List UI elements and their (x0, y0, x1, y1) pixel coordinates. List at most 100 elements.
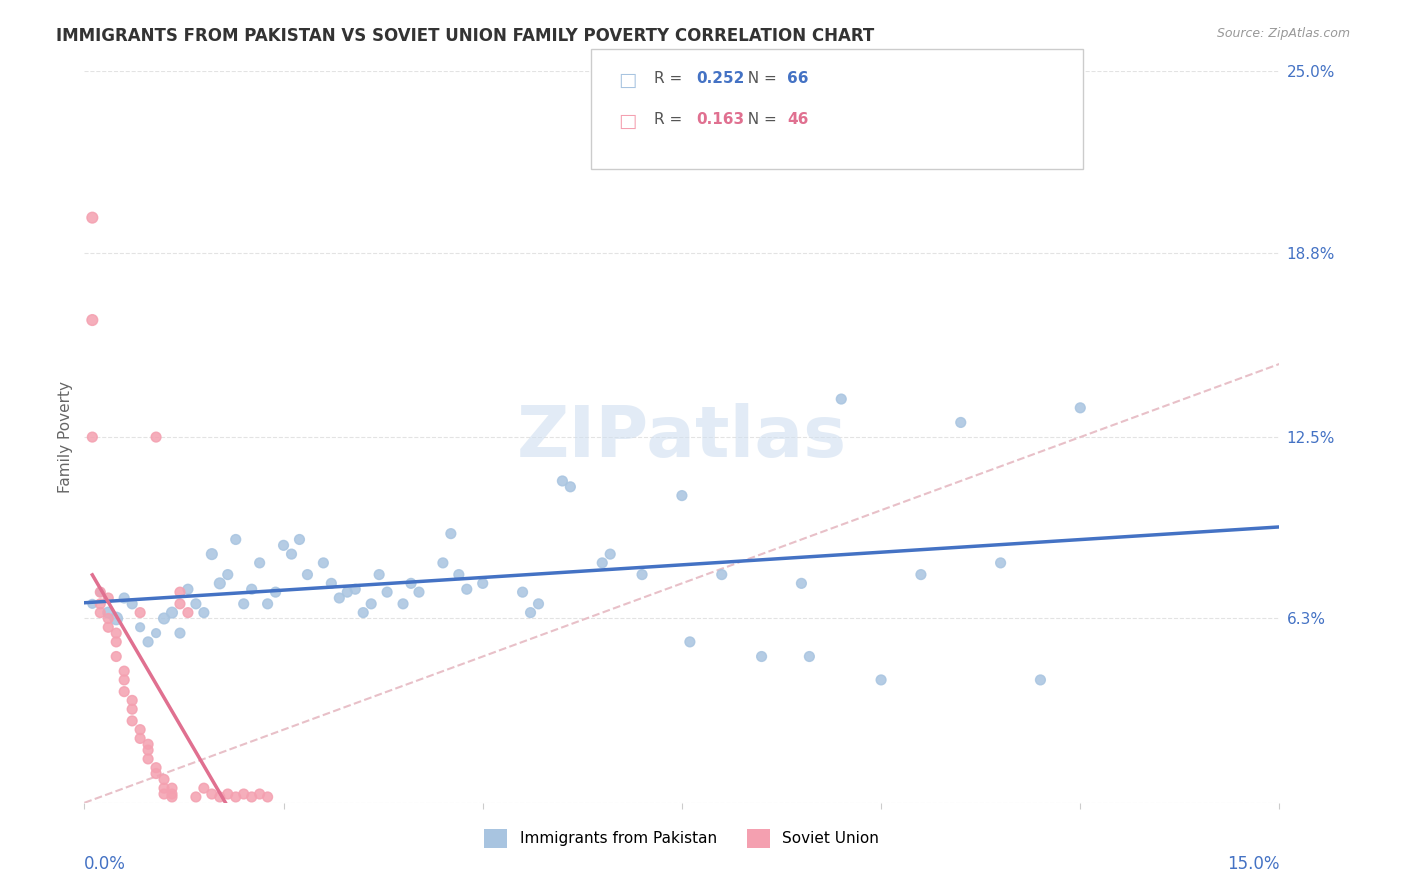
Point (208, 789, 231, 804)
Point (432, 556, 454, 570)
Point (240, 789, 263, 804)
Point (1029, 673, 1052, 687)
Point (471, 576, 494, 591)
Point (256, 789, 278, 804)
Text: 46: 46 (787, 112, 808, 127)
Text: □: □ (619, 112, 637, 130)
Point (169, 626, 191, 640)
Point (169, 597, 191, 611)
Point (160, 789, 183, 804)
Point (368, 567, 391, 582)
Point (145, 761, 167, 775)
Text: □: □ (619, 71, 637, 90)
Point (232, 787, 254, 801)
Point (392, 597, 415, 611)
Point (225, 533, 247, 547)
Point (112, 591, 135, 605)
Point (297, 567, 319, 582)
Point (870, 673, 893, 687)
Point (679, 635, 702, 649)
Point (105, 635, 128, 649)
Point (97, 620, 120, 634)
Point (949, 416, 972, 430)
Text: N =: N = (738, 71, 782, 87)
Point (208, 576, 231, 591)
Point (97, 606, 120, 620)
Point (440, 526, 463, 541)
Point (153, 772, 176, 787)
Point (344, 582, 367, 597)
Point (512, 585, 534, 599)
Point (153, 787, 176, 801)
Point (129, 606, 152, 620)
Point (136, 737, 159, 751)
Point (121, 702, 143, 716)
Point (184, 597, 207, 611)
Point (990, 556, 1012, 570)
Point (631, 567, 654, 582)
Point (129, 723, 152, 737)
Text: N =: N = (738, 112, 782, 127)
Point (560, 480, 582, 494)
Point (177, 606, 200, 620)
Point (121, 597, 143, 611)
Text: ZIPatlas: ZIPatlas (517, 402, 846, 472)
Point (160, 781, 183, 796)
Point (360, 597, 382, 611)
Point (121, 714, 143, 728)
Text: IMMIGRANTS FROM PAKISTAN VS SOVIET UNION FAMILY POVERTY CORRELATION CHART: IMMIGRANTS FROM PAKISTAN VS SOVIET UNION… (56, 27, 875, 45)
Point (153, 611, 176, 625)
Point (280, 547, 302, 561)
Point (240, 582, 263, 597)
Point (105, 626, 128, 640)
Point (591, 556, 613, 570)
Point (790, 576, 813, 591)
Point (321, 576, 343, 591)
Point (169, 585, 191, 599)
Text: 0.0%: 0.0% (84, 855, 127, 873)
Point (249, 556, 271, 570)
Y-axis label: Family Poverty: Family Poverty (58, 381, 73, 493)
Point (82, 313, 104, 327)
Point (710, 567, 733, 582)
Point (256, 597, 278, 611)
Point (232, 597, 254, 611)
Point (105, 611, 128, 625)
Point (312, 556, 335, 570)
Point (145, 766, 167, 780)
Point (82, 430, 104, 444)
Point (97, 611, 120, 625)
Point (129, 620, 152, 634)
Point (599, 547, 621, 561)
Point (177, 582, 200, 597)
Point (225, 789, 247, 804)
Point (129, 731, 152, 746)
Point (217, 787, 239, 801)
Point (112, 673, 135, 687)
Point (336, 585, 359, 599)
Point (136, 635, 159, 649)
Point (160, 787, 183, 801)
Point (97, 591, 120, 605)
Point (273, 538, 295, 552)
Text: 0.252: 0.252 (696, 71, 744, 87)
Point (527, 597, 550, 611)
Point (89, 585, 111, 599)
Point (352, 606, 374, 620)
Point (249, 787, 271, 801)
Point (1069, 401, 1091, 415)
Point (112, 664, 135, 678)
Point (121, 693, 143, 707)
Point (408, 585, 430, 599)
Point (153, 781, 176, 796)
Point (89, 585, 111, 599)
Point (456, 582, 478, 597)
Legend: Immigrants from Pakistan, Soviet Union: Immigrants from Pakistan, Soviet Union (478, 822, 886, 854)
Point (89, 597, 111, 611)
Point (399, 576, 422, 591)
Text: R =: R = (654, 112, 688, 127)
Point (193, 781, 215, 796)
Point (201, 547, 224, 561)
Point (551, 474, 574, 488)
Point (82, 597, 104, 611)
